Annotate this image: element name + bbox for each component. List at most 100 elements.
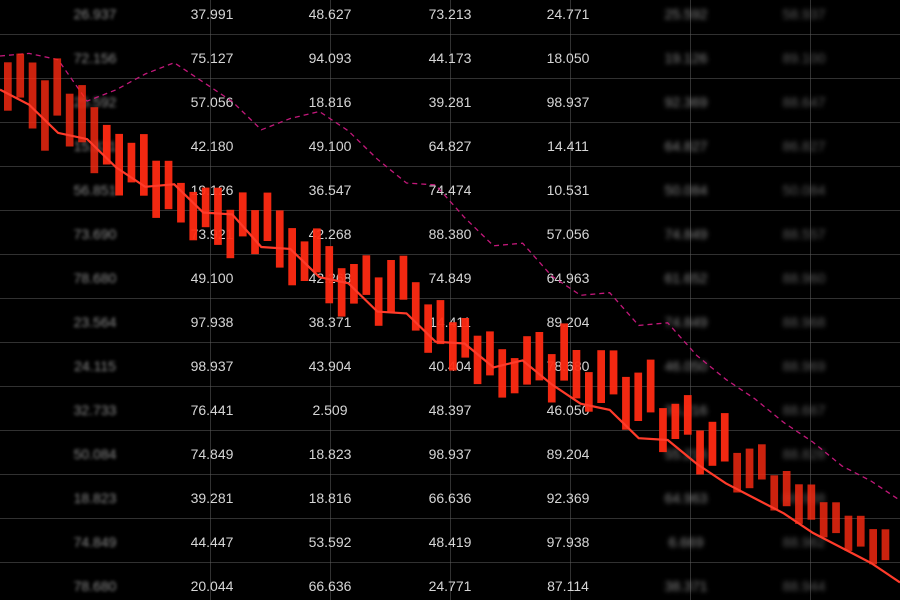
candle bbox=[807, 484, 816, 520]
grid-value: 98.937 bbox=[190, 358, 234, 374]
candle bbox=[28, 62, 37, 129]
candle bbox=[634, 372, 643, 421]
candle bbox=[411, 282, 420, 331]
grid-value: 97.938 bbox=[546, 534, 590, 550]
candle bbox=[585, 372, 593, 412]
candle bbox=[659, 408, 667, 453]
candle bbox=[535, 332, 544, 381]
grid-value: 14.411 bbox=[547, 138, 589, 154]
grid-value: 64.827 bbox=[428, 138, 472, 154]
candle bbox=[881, 529, 890, 561]
candle bbox=[78, 85, 86, 143]
candle bbox=[622, 376, 630, 430]
candle bbox=[201, 187, 210, 228]
grid-value: 25.592 bbox=[664, 6, 708, 22]
candle bbox=[547, 354, 556, 403]
grid-value: 37.991 bbox=[190, 6, 234, 22]
grid-value: 48.419 bbox=[428, 534, 472, 550]
candle bbox=[387, 260, 395, 313]
grid-value: 50.084 bbox=[73, 446, 117, 462]
grid-value: 50.084 bbox=[664, 182, 708, 198]
grid-value: 24.771 bbox=[428, 578, 472, 594]
candle bbox=[424, 304, 432, 353]
candle bbox=[510, 358, 519, 394]
grid-value: 49.100 bbox=[190, 270, 234, 286]
candle bbox=[486, 331, 494, 376]
candle bbox=[683, 395, 692, 435]
grid-value: 78.680 bbox=[73, 270, 117, 286]
grid-value: 18.823 bbox=[308, 446, 352, 462]
grid-value: 89.204 bbox=[546, 314, 590, 330]
candle bbox=[238, 192, 247, 237]
candle bbox=[795, 484, 803, 524]
grid-value: 43.904 bbox=[308, 358, 352, 374]
grid-value: 20.044 bbox=[190, 578, 234, 594]
grid-value: 32.733 bbox=[73, 402, 117, 418]
candle bbox=[758, 444, 766, 480]
candle bbox=[102, 124, 111, 165]
candle bbox=[53, 58, 62, 116]
grid-value: 18.816 bbox=[308, 94, 352, 110]
grid-value: 88.828 bbox=[782, 446, 826, 462]
grid-value: 18.823 bbox=[73, 490, 117, 506]
grid-value: 53.592 bbox=[308, 534, 352, 550]
grid-column: 37.991 75.127 57.056 42.180 19.126 73.921 49.1… bbox=[153, 0, 271, 600]
candle bbox=[313, 228, 321, 273]
grid-value: 87.114 bbox=[547, 578, 589, 594]
candle bbox=[90, 107, 99, 174]
grid-value: 88.667 bbox=[782, 402, 826, 418]
grid-value: 18.816 bbox=[308, 490, 352, 506]
dashed-polyline bbox=[0, 52, 900, 501]
candle bbox=[733, 452, 741, 493]
candle bbox=[362, 255, 371, 295]
grid-value: 64.963 bbox=[664, 490, 708, 506]
grid-value: 94.093 bbox=[308, 50, 352, 66]
grid-hline bbox=[0, 166, 900, 167]
candle bbox=[4, 62, 12, 111]
grid-value: 97.938 bbox=[190, 314, 234, 330]
grid-column: 48.62794.09318.81649.10036.54742.26842.2… bbox=[271, 0, 389, 600]
grid-value: 64.827 bbox=[664, 138, 708, 154]
grid-value: 56.851 bbox=[73, 182, 117, 198]
grid-vline bbox=[690, 0, 691, 600]
candle bbox=[498, 349, 507, 398]
grid-value: 50.084 bbox=[782, 182, 826, 198]
candle bbox=[449, 322, 457, 371]
grid-value: 39.281 bbox=[428, 94, 472, 110]
grid-value: 74.849 bbox=[428, 270, 472, 286]
candle bbox=[399, 255, 408, 300]
grid-value: 18.050 bbox=[546, 50, 590, 66]
grid-value: 75.127 bbox=[190, 50, 234, 66]
grid-value: 73.690 bbox=[73, 226, 117, 242]
grid-value: 88.647 bbox=[782, 94, 826, 110]
grid-value: 89.100 bbox=[782, 50, 826, 66]
grid-value: 24.771 bbox=[546, 6, 590, 22]
grid-column: 24.771 18.050 98.937 14.411 10.531 57.056 64.9… bbox=[509, 0, 627, 600]
grid-value: 88.380 bbox=[428, 226, 472, 242]
grid-hline bbox=[0, 34, 900, 35]
grid-hline bbox=[0, 78, 900, 79]
candle bbox=[819, 502, 828, 538]
grid-hline bbox=[0, 254, 900, 255]
grid-hline bbox=[0, 386, 900, 387]
candle bbox=[275, 210, 284, 268]
grid-hline bbox=[0, 562, 900, 563]
candle bbox=[597, 350, 605, 403]
candle bbox=[288, 228, 296, 286]
grid-value: 44.173 bbox=[428, 50, 472, 66]
candle bbox=[523, 336, 531, 385]
grid-value: 74.474 bbox=[428, 182, 472, 198]
grid-hline bbox=[0, 430, 900, 431]
grid-hline bbox=[0, 122, 900, 123]
dashed-line bbox=[0, 52, 900, 501]
candle bbox=[41, 80, 49, 151]
grid-value: 23.564 bbox=[73, 314, 117, 330]
grid-value: 88.968 bbox=[782, 314, 826, 330]
grid-vline bbox=[450, 0, 451, 600]
grid-value: 46.050 bbox=[546, 402, 590, 418]
grid-value: 86.827 bbox=[782, 138, 826, 154]
candle bbox=[671, 403, 680, 439]
grid-value: 38.371 bbox=[664, 578, 708, 594]
candle bbox=[869, 529, 877, 565]
